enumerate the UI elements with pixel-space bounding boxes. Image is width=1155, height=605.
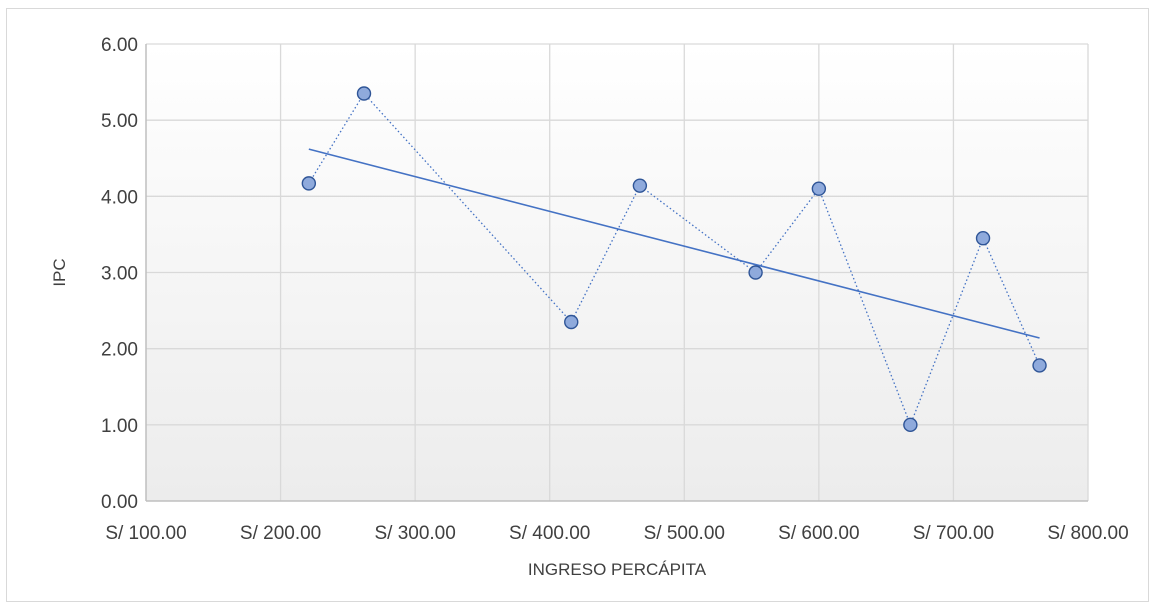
data-point [748,265,763,280]
x-tick-label: S/ 300.00 [374,523,455,544]
y-tick-label: 4.00 [101,187,138,208]
trendline [308,148,1040,339]
y-tick-label: 2.00 [101,340,138,361]
axes: 0.00 1.00 2.00 3.00 4.00 5.00 6.00 S/ 100.00 S/ … [101,35,1129,544]
x-tick-label: S/ 100.00 [105,523,186,544]
data-point [903,417,918,433]
data-point [975,231,991,246]
y-tick-label: 3.00 [101,264,138,285]
data-point [301,176,317,191]
data-point [564,314,579,330]
x-tick-label: S/ 200.00 [240,523,321,544]
x-axis-title: INGRESO PERCÁPITA [528,560,707,579]
y-tick-label: 5.00 [101,111,138,132]
x-tick-label: S/ 800.00 [1047,523,1128,544]
data-point [1032,358,1047,373]
scatter-chart: 0.00 1.00 2.00 3.00 4.00 5.00 6.00 S/ 100.00 S/ … [50,35,1129,579]
data-point [356,86,372,101]
y-axis-title: IPC [50,258,69,286]
x-tick-label: S/ 600.00 [778,523,859,544]
data-point [811,181,827,196]
y-tick-label: 1.00 [101,416,138,437]
series-line [308,92,1041,427]
y-tick-label: 6.00 [101,35,138,56]
x-tick-label: S/ 400.00 [509,523,590,544]
data-series [301,86,1047,433]
y-tick-label: 0.00 [101,492,138,513]
chart-frame: 0.00 1.00 2.00 3.00 4.00 5.00 6.00 S/ 100.00 S/ … [6,8,1149,602]
gridlines [146,43,1089,501]
x-tick-label: S/ 700.00 [913,523,994,544]
x-tick-label: S/ 500.00 [644,523,725,544]
data-point [632,178,648,193]
